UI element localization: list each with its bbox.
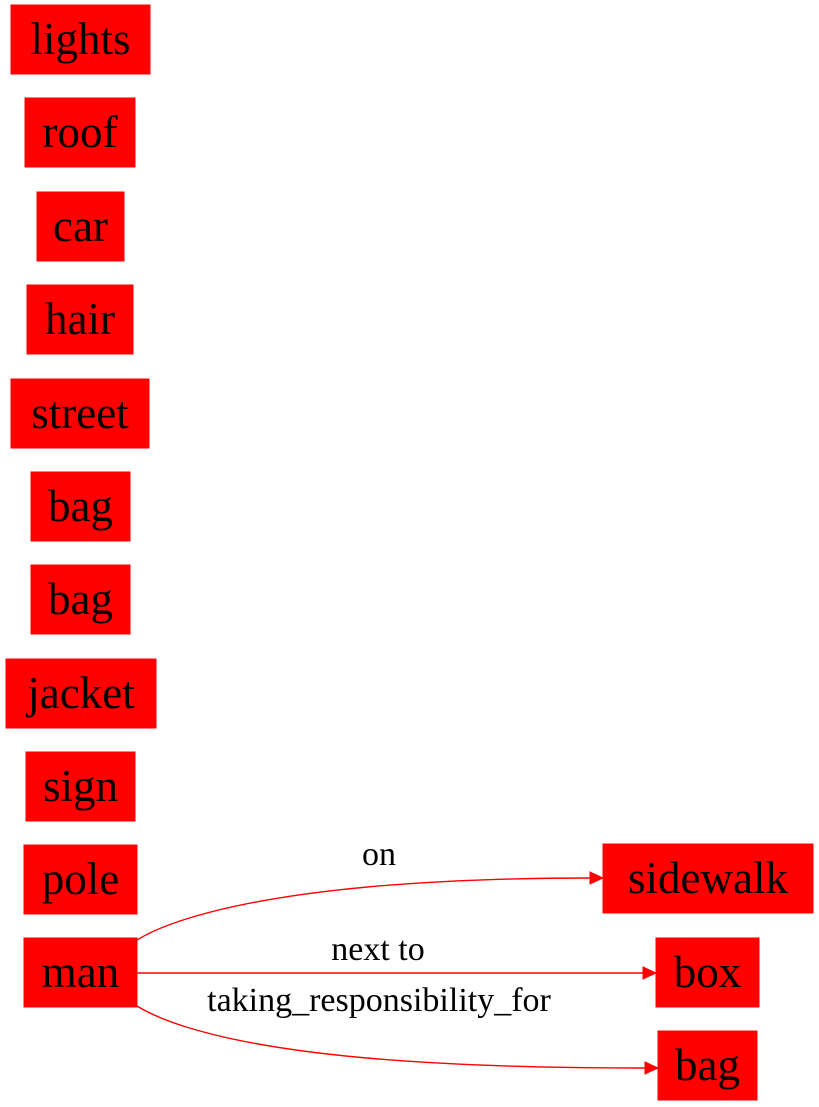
node-pole-box bbox=[23, 844, 138, 915]
node-bag-2: bag bbox=[30, 564, 131, 635]
edges-layer: on next to taking_responsibility_for bbox=[136, 836, 660, 1075]
node-man-label: man bbox=[42, 947, 119, 997]
edge-man-box-arrowhead bbox=[642, 966, 658, 980]
node-street-label: street bbox=[31, 388, 129, 438]
edge-man-bag-arrowhead bbox=[644, 1061, 660, 1075]
node-bag-1-box bbox=[30, 471, 131, 542]
node-box-label: box bbox=[674, 947, 742, 997]
edge-man-box: next to bbox=[137, 931, 658, 980]
node-lights-box bbox=[10, 4, 151, 75]
node-lights-label: lights bbox=[30, 14, 130, 64]
node-bag-1-label: bag bbox=[48, 481, 113, 531]
node-man-box bbox=[23, 937, 138, 1008]
node-sign: sign bbox=[25, 751, 136, 822]
node-jacket-box bbox=[5, 658, 157, 729]
node-roof: roof bbox=[24, 97, 136, 168]
node-sign-label: sign bbox=[43, 761, 118, 811]
node-bag-1: bag bbox=[30, 471, 131, 542]
node-street-box bbox=[10, 378, 150, 449]
node-bag-2-label: bag bbox=[48, 574, 113, 624]
node-hair: hair bbox=[26, 284, 134, 355]
node-bag-3: bag bbox=[657, 1030, 758, 1101]
edge-man-bag-label: taking_responsibility_for bbox=[207, 982, 551, 1019]
node-roof-label: roof bbox=[43, 107, 118, 157]
node-lights: lights bbox=[10, 4, 151, 75]
edge-man-sidewalk: on bbox=[136, 836, 605, 941]
node-bag-3-label: bag bbox=[675, 1040, 740, 1090]
node-car-box bbox=[36, 191, 125, 262]
edge-man-sidewalk-arrowhead bbox=[589, 871, 605, 885]
node-street: street bbox=[10, 378, 150, 449]
node-car: car bbox=[36, 191, 125, 262]
node-roof-box bbox=[24, 97, 136, 168]
node-box-box bbox=[655, 937, 760, 1008]
edge-man-bag: taking_responsibility_for bbox=[136, 982, 660, 1075]
edge-man-bag-line bbox=[136, 1005, 646, 1069]
node-jacket: jacket bbox=[5, 658, 157, 729]
node-car-label: car bbox=[53, 201, 108, 251]
edge-man-box-label: next to bbox=[331, 931, 424, 968]
node-pole: pole bbox=[23, 844, 138, 915]
node-bag-2-box bbox=[30, 564, 131, 635]
nodes-layer: lights roof car hair street bag bag jac bbox=[5, 4, 814, 1101]
node-jacket-label: jacket bbox=[25, 668, 135, 718]
node-pole-label: pole bbox=[42, 854, 119, 904]
node-hair-label: hair bbox=[45, 294, 115, 344]
node-man: man bbox=[23, 937, 138, 1008]
node-sidewalk: sidewalk bbox=[602, 843, 814, 914]
node-hair-box bbox=[26, 284, 134, 355]
node-sidewalk-box bbox=[602, 843, 814, 914]
edge-man-sidewalk-line bbox=[136, 877, 591, 941]
node-sign-box bbox=[25, 751, 136, 822]
node-sidewalk-label: sidewalk bbox=[628, 853, 788, 903]
node-bag-3-box bbox=[657, 1030, 758, 1101]
node-box: box bbox=[655, 937, 760, 1008]
edge-man-sidewalk-label: on bbox=[362, 836, 396, 873]
